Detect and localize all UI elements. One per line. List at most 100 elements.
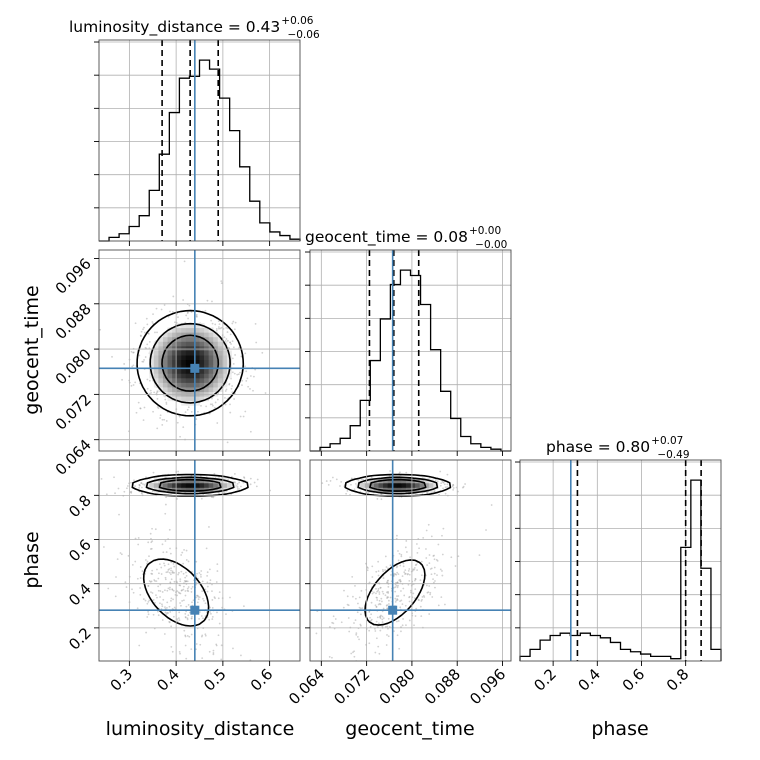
sample-point-2-1 <box>427 591 430 594</box>
sample-point-2-1 <box>377 570 380 573</box>
sample-point-2-0 <box>164 476 166 479</box>
frames-layer <box>98 39 722 662</box>
density-cell-1-0 <box>162 368 168 374</box>
sample-point-2-1 <box>400 630 402 633</box>
sample-point-2-0 <box>220 644 223 647</box>
sample-point-2-0 <box>151 490 154 493</box>
sample-point-2-0 <box>140 482 143 485</box>
sample-point-2-0 <box>204 634 207 637</box>
sample-point-2-1 <box>436 480 439 483</box>
sample-point-2-1 <box>377 560 380 563</box>
sample-point-2-0 <box>179 580 182 583</box>
sample-point-2-1 <box>440 596 443 599</box>
density-cell-1-0 <box>194 382 200 388</box>
sample-point-2-0 <box>155 580 158 583</box>
sample-point-2-1 <box>360 478 363 481</box>
sample-point-2-1 <box>399 471 401 474</box>
density-cell-2-1 <box>428 482 434 488</box>
sample-point-2-0 <box>201 590 204 593</box>
sample-point-2-1 <box>375 592 377 595</box>
sample-point-1-0 <box>161 424 164 426</box>
sample-point-2-0 <box>176 594 178 597</box>
sample-point-2-0 <box>149 548 152 550</box>
sample-point-2-1 <box>400 555 403 558</box>
sample-point-2-0 <box>209 606 211 609</box>
sample-point-2-1 <box>394 586 397 589</box>
sample-point-1-0 <box>124 368 126 371</box>
density-cell-1-0 <box>158 382 164 388</box>
density-cell-2-0 <box>194 478 200 484</box>
density-cell-1-0 <box>167 332 173 338</box>
density-cell-1-0 <box>185 373 191 379</box>
sample-point-2-1 <box>377 603 380 606</box>
sample-point-2-1 <box>412 592 415 595</box>
sample-point-2-0 <box>184 594 187 597</box>
sample-point-2-0 <box>164 608 167 610</box>
sample-point-2-0 <box>168 621 171 624</box>
sample-point-1-0 <box>176 421 179 424</box>
sample-point-1-0 <box>99 328 102 331</box>
density-cell-2-1 <box>424 478 430 484</box>
density-cell-2-1 <box>392 478 398 484</box>
sample-point-2-0 <box>118 513 120 516</box>
sample-point-2-0 <box>132 591 135 594</box>
sample-point-2-1 <box>369 616 371 619</box>
sample-point-2-0 <box>229 596 231 599</box>
density-cell-1-0 <box>176 345 182 351</box>
sample-point-1-0 <box>130 384 133 387</box>
sample-point-2-0 <box>144 599 147 602</box>
sample-point-2-0 <box>197 595 200 598</box>
histogram-luminosity-distance <box>99 59 301 242</box>
sample-point-2-0 <box>127 554 130 557</box>
sample-point-2-0 <box>150 547 153 550</box>
sample-point-2-1 <box>377 589 380 592</box>
density-cell-1-0 <box>217 364 223 370</box>
density-cell-1-0 <box>213 336 219 342</box>
density-cell-1-0 <box>199 364 205 370</box>
contour-level-2-2-1 <box>357 476 439 495</box>
sample-point-2-0 <box>160 566 163 569</box>
sample-point-2-1 <box>422 594 425 597</box>
sample-point-2-1 <box>379 603 382 606</box>
density-cell-1-0 <box>185 377 191 383</box>
sample-point-1-0 <box>197 410 199 413</box>
sample-point-1-0 <box>226 339 229 342</box>
sample-point-2-0 <box>192 599 195 602</box>
sample-point-2-1 <box>353 622 355 624</box>
density-cell-1-0 <box>181 327 187 333</box>
sample-point-2-1 <box>429 568 432 570</box>
density-cell-2-0 <box>226 482 232 488</box>
contour-level-2-2-0 <box>145 476 235 495</box>
contour-level-1-2-1 <box>344 473 452 626</box>
sample-point-2-0 <box>206 571 209 574</box>
density-cell-1-0 <box>181 355 187 361</box>
density-cell-2-0 <box>190 482 196 488</box>
sample-point-2-0 <box>157 577 160 580</box>
sample-point-2-1 <box>388 603 390 605</box>
sample-point-2-0 <box>184 580 187 583</box>
sample-point-2-1 <box>436 559 439 562</box>
sample-point-2-0 <box>177 573 180 576</box>
density-cell-1-0 <box>172 377 178 383</box>
density-cell-1-0 <box>167 373 173 379</box>
truth-marker-2-1 <box>388 605 398 615</box>
sample-point-2-1 <box>396 620 398 623</box>
sample-point-2-0 <box>184 612 187 615</box>
sample-point-2-0 <box>148 555 150 558</box>
sample-point-2-0 <box>233 473 236 475</box>
sample-point-2-1 <box>331 621 334 624</box>
xlabel-luminosity-distance: luminosity_distance <box>106 718 295 740</box>
sample-point-2-1 <box>408 619 411 622</box>
sample-point-2-0 <box>140 481 143 484</box>
sample-point-2-0 <box>184 576 187 579</box>
sample-point-2-0 <box>188 635 191 638</box>
sample-point-2-1 <box>439 484 442 487</box>
density-cell-2-1 <box>387 482 393 488</box>
density-cell-1-0 <box>194 323 200 329</box>
sample-point-2-0 <box>103 546 105 548</box>
sample-point-2-0 <box>162 598 165 601</box>
sample-point-2-1 <box>358 596 361 599</box>
sample-point-2-1 <box>439 470 442 473</box>
sample-point-2-0 <box>168 568 171 570</box>
sample-point-2-0 <box>190 591 193 593</box>
